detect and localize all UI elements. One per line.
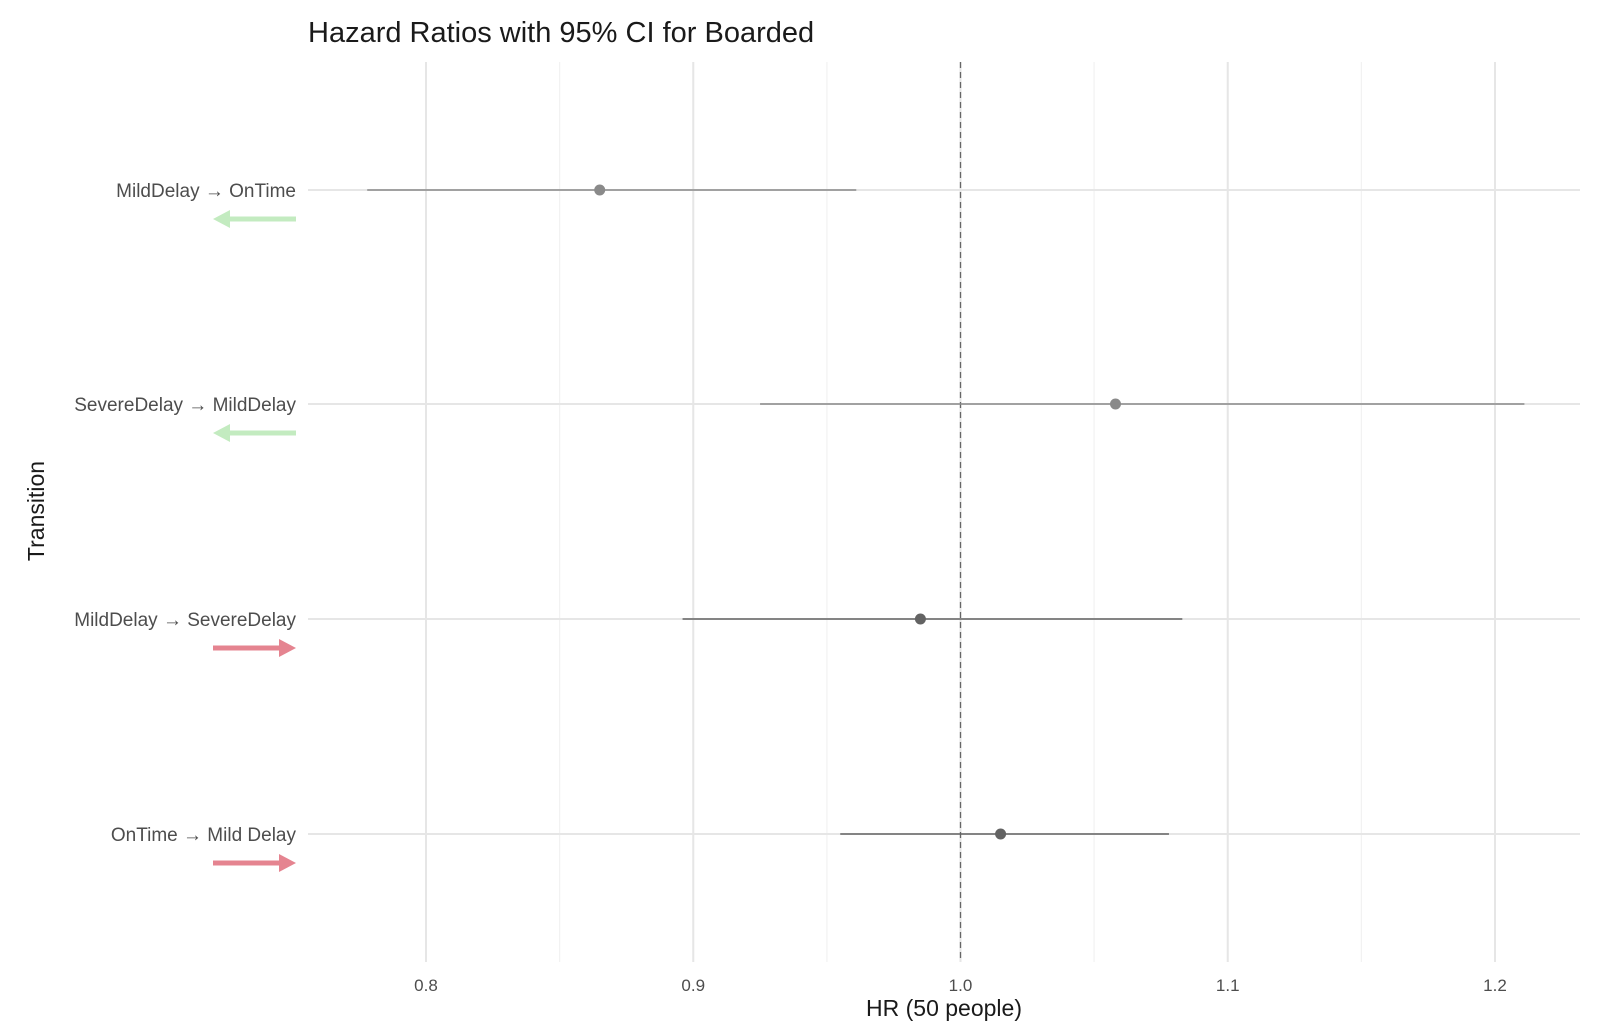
point-estimate — [914, 613, 926, 625]
direction-arrow-left — [213, 424, 296, 442]
chart-title: Hazard Ratios with 95% CI for Boarded — [308, 17, 814, 49]
x-tick-label: 0.9 — [681, 976, 705, 995]
arrow-head — [279, 854, 296, 872]
direction-arrow-left — [213, 210, 296, 228]
y-axis-title: Transition — [23, 461, 49, 561]
x-axis-title: HR (50 people) — [866, 995, 1022, 1021]
direction-arrows — [213, 210, 296, 872]
y-tick-label: MildDelay → OnTime — [116, 181, 296, 202]
direction-arrow-right — [213, 854, 296, 872]
x-tick-label: 0.8 — [414, 976, 438, 995]
x-tick-label: 1.1 — [1216, 976, 1240, 995]
y-axis-labels: MildDelay → OnTime SevereDelay → MildDela… — [74, 181, 296, 846]
ci-lines — [367, 189, 1525, 835]
point-estimates — [594, 184, 1122, 840]
direction-arrow-right — [213, 639, 296, 657]
y-tick-label: MildDelay → SevereDelay — [74, 610, 296, 631]
arrow-head — [213, 210, 230, 228]
point-estimate — [1110, 398, 1122, 410]
x-tick-label: 1.2 — [1483, 976, 1507, 995]
point-estimate — [995, 828, 1007, 840]
x-tick-label: 1.0 — [949, 976, 973, 995]
x-axis-ticks: 0.8 0.9 1.0 1.1 1.2 — [414, 976, 1507, 995]
y-tick-label: OnTime → Mild Delay — [111, 825, 297, 846]
arrow-head — [213, 424, 230, 442]
arrow-head — [279, 639, 296, 657]
grid — [308, 62, 1580, 962]
point-estimate — [594, 184, 606, 196]
y-tick-label: SevereDelay → MildDelay — [74, 395, 296, 416]
